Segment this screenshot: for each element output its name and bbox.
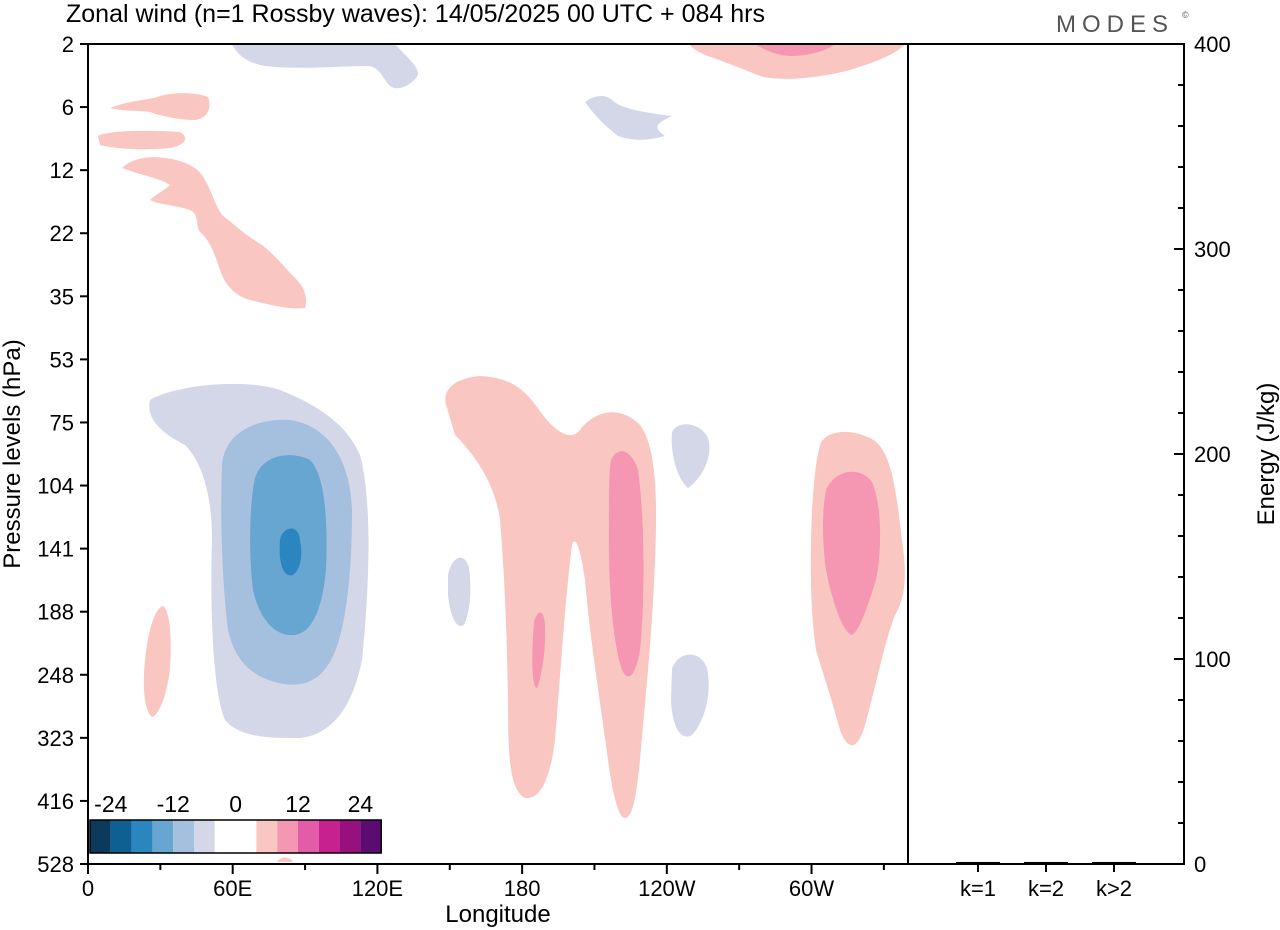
colorbar-swatch xyxy=(298,820,319,853)
x-tick-label: 60W xyxy=(789,876,834,901)
x-axis-label: Longitude xyxy=(445,901,550,928)
modes-logo: MODES xyxy=(1056,11,1174,38)
energy-panel-frame xyxy=(907,43,1185,865)
energy-category-label: k=2 xyxy=(1028,876,1064,901)
y-tick-label: 248 xyxy=(37,663,74,688)
y-tick-label: 2 xyxy=(62,32,74,57)
energy-tick-label: 400 xyxy=(1194,32,1231,57)
energy-bar xyxy=(1092,861,1136,864)
y-axis-label: Pressure levels (hPa) xyxy=(0,339,26,568)
y-tick-label: 12 xyxy=(50,158,74,183)
y-tick-label: 188 xyxy=(37,600,74,625)
colorbar: -24 -12 0 12 24 xyxy=(89,791,382,854)
positive-contour-strat-3 xyxy=(122,157,307,309)
y-tick-label: 75 xyxy=(50,410,74,435)
energy-tick-label: 0 xyxy=(1194,852,1206,877)
colorbar-swatch xyxy=(235,820,257,853)
colorbar-swatch xyxy=(173,820,194,853)
positive-contour-strat-2 xyxy=(98,130,186,150)
energy-tick-label: 100 xyxy=(1194,647,1231,672)
colorbar-tick-label: 0 xyxy=(229,791,242,817)
longitude-axis: 0 60E 120E 180 120W 60W xyxy=(82,864,885,901)
y-tick-label: 323 xyxy=(37,726,74,751)
positive-contour-level-12-b xyxy=(532,612,546,688)
energy-category-label: k>2 xyxy=(1096,876,1132,901)
negative-contour-small-1 xyxy=(448,557,471,626)
colorbar-swatch xyxy=(318,820,340,853)
energy-axis: 0 100 200 300 400 xyxy=(1174,32,1231,877)
y-tick-label: 416 xyxy=(37,789,74,814)
energy-axis-label: Energy (J/kg) xyxy=(1253,383,1280,526)
energy-bar xyxy=(1024,861,1068,864)
x-tick-label: 60E xyxy=(213,876,252,901)
colorbar-tick-label: 12 xyxy=(285,791,311,817)
colorbar-swatch xyxy=(194,820,215,853)
x-tick-label: 120E xyxy=(352,876,403,901)
colorbar-tick-label: 24 xyxy=(348,791,374,817)
y-tick-label: 6 xyxy=(62,95,74,120)
positive-contour-small-left xyxy=(143,606,171,717)
x-tick-label: 180 xyxy=(504,876,541,901)
negative-contour-small-2 xyxy=(671,424,710,488)
positive-contour-level-6-a xyxy=(445,376,657,818)
colorbar-swatch xyxy=(90,820,111,853)
negative-contour-small-3 xyxy=(671,654,709,737)
y-tick-label: 104 xyxy=(37,474,74,499)
colorbar-swatch xyxy=(277,820,298,853)
colorbar-tick-label: -12 xyxy=(157,791,190,817)
y-tick-label: 141 xyxy=(37,537,74,562)
x-tick-label: 0 xyxy=(82,876,94,901)
positive-contour-top-right-core xyxy=(755,44,835,56)
colorbar-swatch xyxy=(152,820,174,853)
x-tick-label: 120W xyxy=(638,876,696,901)
heatmap-contours xyxy=(98,44,905,862)
colorbar-tick-label: -24 xyxy=(94,791,127,817)
y-tick-label: 53 xyxy=(50,347,74,372)
energy-bar xyxy=(956,861,1000,864)
negative-contour-top-1 xyxy=(232,44,419,89)
y-tick-label: 528 xyxy=(37,852,74,877)
colorbar-swatch xyxy=(131,820,153,853)
positive-contour-strat-1 xyxy=(110,93,210,120)
chart-title: Zonal wind (n=1 Rossby waves): 14/05/202… xyxy=(66,0,765,28)
y-tick-label: 22 xyxy=(50,221,74,246)
energy-bars: k=1 k=2 k>2 xyxy=(956,861,1136,901)
positive-contour-bottom-dot xyxy=(277,857,293,862)
energy-tick-label: 300 xyxy=(1194,237,1231,262)
positive-contour-top-right xyxy=(690,44,905,79)
negative-contour-top-2 xyxy=(585,96,672,140)
positive-contour-level-12-a xyxy=(608,451,644,677)
copyright-mark: © xyxy=(1182,10,1189,20)
negative-contour-level-18 xyxy=(279,528,302,576)
positive-contour-level-12-c xyxy=(823,471,881,635)
colorbar-swatch xyxy=(110,820,132,853)
pressure-axis: 2 6 12 22 35 53 75 104 141 188 248 323 416 528 xyxy=(37,32,88,877)
energy-tick-label: 200 xyxy=(1194,442,1231,467)
colorbar-frame xyxy=(89,819,382,854)
colorbar-swatch xyxy=(339,820,361,853)
colorbar-swatch xyxy=(214,820,236,853)
energy-category-label: k=1 xyxy=(960,876,996,901)
y-tick-label: 35 xyxy=(50,284,74,309)
colorbar-swatch xyxy=(256,820,278,853)
colorbar-swatch xyxy=(360,820,382,853)
